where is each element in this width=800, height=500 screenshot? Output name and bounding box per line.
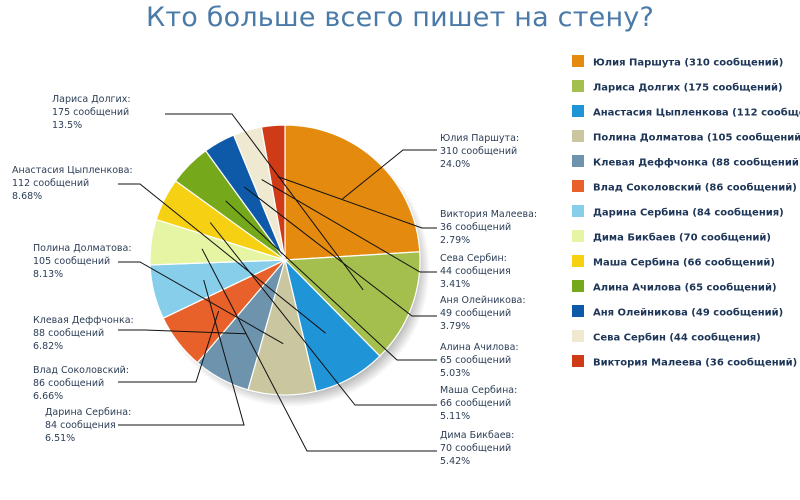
slice-label-count: 36 сообщений xyxy=(440,222,511,233)
legend-swatch xyxy=(572,55,584,67)
leader-line xyxy=(118,183,326,334)
slice-label-count: 310 сообщений xyxy=(440,146,517,157)
leader-line xyxy=(201,248,437,452)
legend-item[interactable]: Лариса Долгих (175 сообщений) xyxy=(593,82,783,94)
slice-label-count: 86 сообщений xyxy=(33,378,104,389)
slice-label-name: Юлия Паршута: xyxy=(440,133,519,144)
slice-label-percent: 5.11% xyxy=(440,411,470,422)
slice-label-percent: 3.79% xyxy=(440,321,470,332)
slice-label-name: Маша Сербина: xyxy=(440,385,517,396)
legend-item[interactable]: Алина Ачилова (65 сообщений) xyxy=(593,282,777,294)
slice-label-count: 65 сообщений xyxy=(440,355,511,366)
legend-swatch xyxy=(572,130,584,142)
slice-label-name: Алина Ачилова: xyxy=(440,342,519,353)
slice-label-percent: 8.13% xyxy=(33,269,63,280)
slice-label-name: Сева Сербин: xyxy=(440,253,507,264)
legend-swatch xyxy=(572,80,584,92)
slice-label-name: Дима Бикбаев: xyxy=(440,430,514,441)
slice-label-percent: 5.42% xyxy=(440,456,470,467)
legend-swatch xyxy=(572,155,584,167)
legend-item[interactable]: Виктория Малеева (36 сообщений) xyxy=(593,357,797,369)
pie-slice-1[interactable] xyxy=(284,124,421,261)
slice-label-count: 49 сообщений xyxy=(440,308,511,319)
chart-title: Кто больше всего пишет на стену? xyxy=(145,2,655,33)
leader-line xyxy=(225,200,437,361)
legend-item[interactable]: Маша Сербина (66 сообщений) xyxy=(593,257,775,269)
slice-label-count: 112 сообщений xyxy=(12,178,89,189)
leader-line xyxy=(118,310,220,383)
slice-label-percent: 8.68% xyxy=(12,191,42,202)
slice-label-name: Лариса Долгих: xyxy=(52,94,131,105)
slice-label-percent: 6.51% xyxy=(45,433,75,444)
legend-swatch xyxy=(572,255,584,267)
slice-label-percent: 5.03% xyxy=(440,368,470,379)
legend-swatch xyxy=(572,205,584,217)
slice-label-name: Аня Олейникова: xyxy=(440,295,526,306)
slice-label-percent: 3.41% xyxy=(440,279,470,290)
legend-swatch xyxy=(572,355,584,367)
slice-label-count: 66 сообщений xyxy=(440,398,511,409)
slice-label-name: Полина Долматова: xyxy=(33,243,132,254)
leader-line xyxy=(118,279,245,426)
legend-item[interactable]: Полина Долматова (105 сообщений) xyxy=(593,132,800,144)
slice-label-name: Клевая Деффчонка: xyxy=(33,315,134,326)
pie-slice-2[interactable] xyxy=(283,251,421,357)
legend-item[interactable]: Юлия Паршута (310 сообщений) xyxy=(593,57,783,69)
leader-line xyxy=(118,261,284,345)
slice-label-count: 84 сообщения xyxy=(45,420,116,431)
slice-label-count: 44 сообщения xyxy=(440,266,511,277)
pie-slice-13[interactable] xyxy=(260,124,286,261)
legend-item[interactable]: Дима Бикбаев (70 сообщений) xyxy=(593,232,771,244)
leader-line xyxy=(277,176,437,229)
legend-swatch xyxy=(572,180,584,192)
slice-label-count: 70 сообщений xyxy=(440,443,511,454)
leader-line xyxy=(165,113,364,291)
slice-label-name: Виктория Малеева: xyxy=(440,209,537,220)
slice-label-percent: 6.66% xyxy=(33,391,63,402)
legend-item[interactable]: Влад Соколовский (86 сообщений) xyxy=(593,182,797,194)
legend-swatch xyxy=(572,230,584,242)
legend-item[interactable]: Сева Сербин (44 сообщения) xyxy=(593,332,761,344)
legend-item[interactable]: Дарина Сербина (84 сообщения) xyxy=(593,207,784,219)
leader-line xyxy=(209,222,437,406)
legend-swatch xyxy=(572,280,584,292)
legend-item[interactable]: Клевая Деффчонка (88 сообщений) xyxy=(593,157,800,169)
slice-label-percent: 6.82% xyxy=(33,341,63,352)
legend-swatch xyxy=(572,305,584,317)
slice-label-name: Влад Соколовский: xyxy=(33,365,129,376)
slice-label-count: 88 сообщений xyxy=(33,328,104,339)
legend-item[interactable]: Анастасия Цыпленкова (112 сообщений) xyxy=(593,107,800,119)
slice-label-name: Дарина Сербина: xyxy=(45,407,131,418)
slice-label-percent: 2.79% xyxy=(440,235,470,246)
legend-swatch xyxy=(572,105,584,117)
leader-line xyxy=(243,186,437,317)
slice-label-name: Анастасия Цыпленкова: xyxy=(12,165,133,176)
legend-swatch xyxy=(572,330,584,342)
slice-label-count: 105 сообщений xyxy=(33,256,110,267)
slice-label-percent: 24.0% xyxy=(440,159,470,170)
leader-line xyxy=(342,149,437,200)
slice-label-count: 175 сообщений xyxy=(52,107,129,118)
slice-label-percent: 13.5% xyxy=(52,120,82,131)
leader-line xyxy=(261,179,437,273)
legend-item[interactable]: Аня Олейникова (49 сообщений) xyxy=(593,307,783,319)
